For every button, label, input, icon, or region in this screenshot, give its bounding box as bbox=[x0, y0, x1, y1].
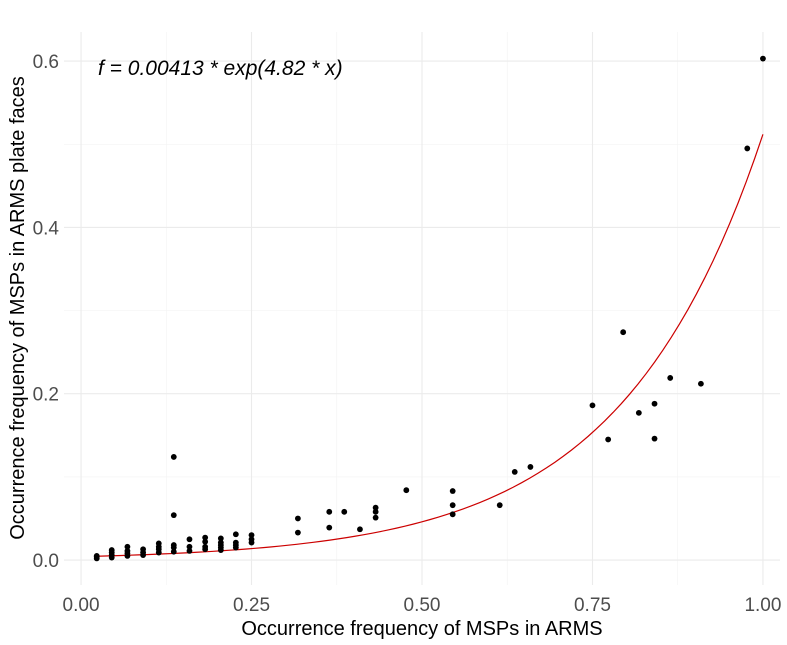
data-point bbox=[124, 543, 131, 550]
data-point bbox=[170, 548, 177, 555]
data-point bbox=[651, 435, 658, 442]
data-point bbox=[496, 502, 503, 509]
data-point bbox=[202, 534, 209, 541]
data-point bbox=[620, 329, 627, 336]
data-point bbox=[357, 526, 363, 533]
x-tick-label: 0.75 bbox=[574, 595, 611, 616]
data-point bbox=[232, 539, 239, 546]
data-point bbox=[326, 524, 333, 531]
data-point bbox=[449, 502, 456, 509]
data-point bbox=[697, 380, 704, 387]
data-point bbox=[186, 536, 193, 543]
data-point bbox=[294, 529, 301, 536]
data-point bbox=[202, 543, 209, 550]
x-axis-ticks: 0.00 0.25 0.50 0.75 1.00 bbox=[63, 595, 782, 616]
data-point bbox=[667, 375, 674, 381]
data-point bbox=[108, 547, 115, 553]
data-point bbox=[170, 454, 177, 460]
data-point bbox=[155, 540, 162, 547]
data-point bbox=[170, 512, 177, 519]
x-tick-label: 0.00 bbox=[63, 595, 100, 616]
y-axis-title: Occurrence frequency of MSPs in ARMS pla… bbox=[7, 76, 29, 540]
data-point bbox=[372, 504, 379, 511]
data-point bbox=[217, 535, 224, 542]
y-tick-label: 0.4 bbox=[33, 218, 60, 239]
data-point bbox=[635, 409, 642, 416]
data-point bbox=[341, 508, 348, 515]
data-point bbox=[232, 531, 239, 538]
fit-curve bbox=[96, 134, 764, 557]
data-point bbox=[372, 508, 379, 515]
data-point bbox=[372, 514, 379, 521]
fit-equation-annotation: f = 0.00413 * exp(4.82 * x) bbox=[98, 57, 343, 80]
data-point bbox=[403, 487, 410, 494]
data-point bbox=[170, 542, 177, 548]
y-tick-label: 0.0 bbox=[33, 551, 59, 572]
y-tick-label: 0.2 bbox=[33, 385, 59, 406]
data-point bbox=[760, 55, 766, 62]
x-tick-label: 0.50 bbox=[404, 595, 441, 616]
y-axis-ticks: 0.0 0.2 0.4 0.6 bbox=[33, 52, 60, 572]
data-point bbox=[248, 532, 255, 539]
data-point bbox=[186, 543, 193, 550]
x-tick-label: 0.25 bbox=[233, 595, 270, 616]
data-point bbox=[511, 469, 518, 475]
data-point bbox=[527, 464, 534, 470]
x-axis-title: Occurrence frequency of MSPs in ARMS bbox=[241, 618, 602, 640]
y-tick-label: 0.6 bbox=[33, 52, 59, 73]
data-point bbox=[449, 488, 456, 494]
data-point bbox=[744, 145, 751, 152]
data-point bbox=[217, 539, 224, 546]
x-tick-label: 1.00 bbox=[744, 595, 781, 616]
data-point bbox=[326, 508, 333, 515]
data-point bbox=[140, 546, 147, 553]
grid bbox=[64, 32, 780, 585]
data-point bbox=[202, 538, 209, 545]
data-points bbox=[93, 55, 766, 562]
data-point bbox=[605, 436, 612, 443]
data-point bbox=[186, 548, 193, 554]
data-point bbox=[449, 511, 456, 518]
data-point bbox=[294, 515, 301, 522]
data-point bbox=[589, 402, 596, 409]
data-point bbox=[248, 536, 255, 543]
data-point bbox=[93, 552, 100, 559]
data-point bbox=[124, 548, 131, 554]
data-point bbox=[651, 400, 658, 407]
